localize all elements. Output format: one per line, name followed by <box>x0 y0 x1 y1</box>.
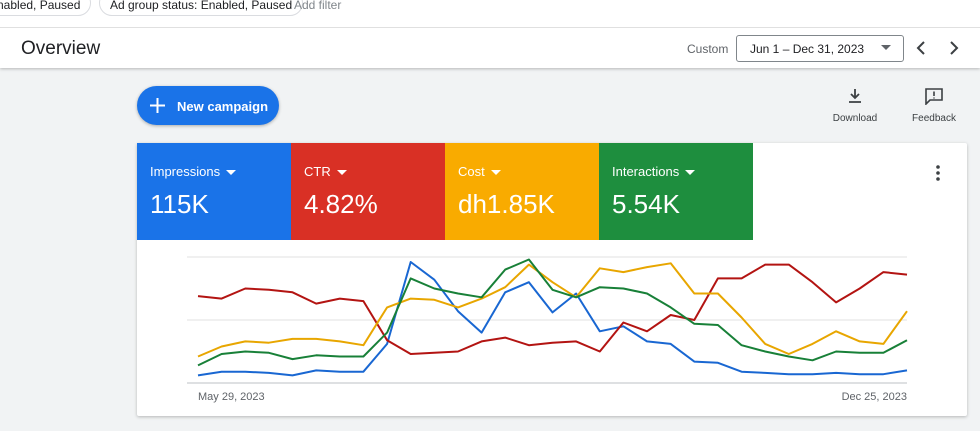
feedback-icon <box>925 88 943 106</box>
date-range: Jun 1 – Dec 31, 2023 <box>750 42 865 56</box>
metric-value: dh1.85K <box>458 189 555 219</box>
series-line <box>197 263 908 355</box>
feedback-button[interactable]: Feedback <box>905 88 963 124</box>
metric-value: 5.54K <box>612 189 680 219</box>
metric-label: Impressions <box>150 164 237 179</box>
more-menu[interactable] <box>935 165 941 181</box>
metric-value: 115K <box>150 189 209 219</box>
metric-label: CTR <box>304 164 347 179</box>
metric-label: Cost <box>458 164 501 179</box>
feedback-label: Feedback <box>912 113 956 124</box>
metric-tile[interactable]: Impressions 115K <box>137 143 291 240</box>
metric-tile[interactable]: Cost dh1.85K <box>445 143 599 240</box>
metric-value: 4.82% <box>304 189 378 219</box>
page-title: Overview <box>21 38 101 59</box>
download-label: Download <box>832 113 878 124</box>
metric-caret <box>685 169 696 175</box>
x-tick-label: Dec 25, 2023 <box>842 391 907 403</box>
button-label: New campaign <box>177 99 269 114</box>
separator <box>0 27 980 28</box>
chart-card: May 29, 2023 Dec 25, 2023 Impressions 115K… <box>137 143 967 416</box>
date-dropdown[interactable]: Jun 1 – Dec 31, 2023 <box>736 35 904 62</box>
metric-caret <box>226 169 237 175</box>
metric-tile[interactable]: CTR 4.82% <box>291 143 445 240</box>
dropdown-caret <box>881 45 891 50</box>
chart: May 29, 2023 Dec 25, 2023 <box>187 256 908 403</box>
range-label: Custom <box>687 42 729 56</box>
series-line <box>197 258 908 367</box>
top-bar <box>0 0 980 68</box>
metric-caret <box>490 169 501 175</box>
prev-button[interactable] <box>914 40 928 56</box>
filter-chip[interactable]: Ad group status: Enabled, Paused <box>99 0 304 16</box>
download-icon <box>849 89 861 103</box>
x-tick-label: May 29, 2023 <box>198 391 265 403</box>
download-button[interactable]: Download <box>826 88 884 124</box>
series-line <box>197 261 908 377</box>
metric-label: Interactions <box>612 164 696 179</box>
next-button[interactable] <box>947 40 961 56</box>
series-line <box>197 262 908 358</box>
add-filter[interactable]: Add filter <box>294 0 342 12</box>
filter-chip[interactable]: Enabled, Paused <box>0 0 92 16</box>
metric-caret <box>336 169 347 175</box>
new-campaign-button[interactable]: New campaign <box>137 86 279 125</box>
plus-icon <box>150 98 165 113</box>
metric-tile[interactable]: Interactions 5.54K <box>599 143 753 240</box>
